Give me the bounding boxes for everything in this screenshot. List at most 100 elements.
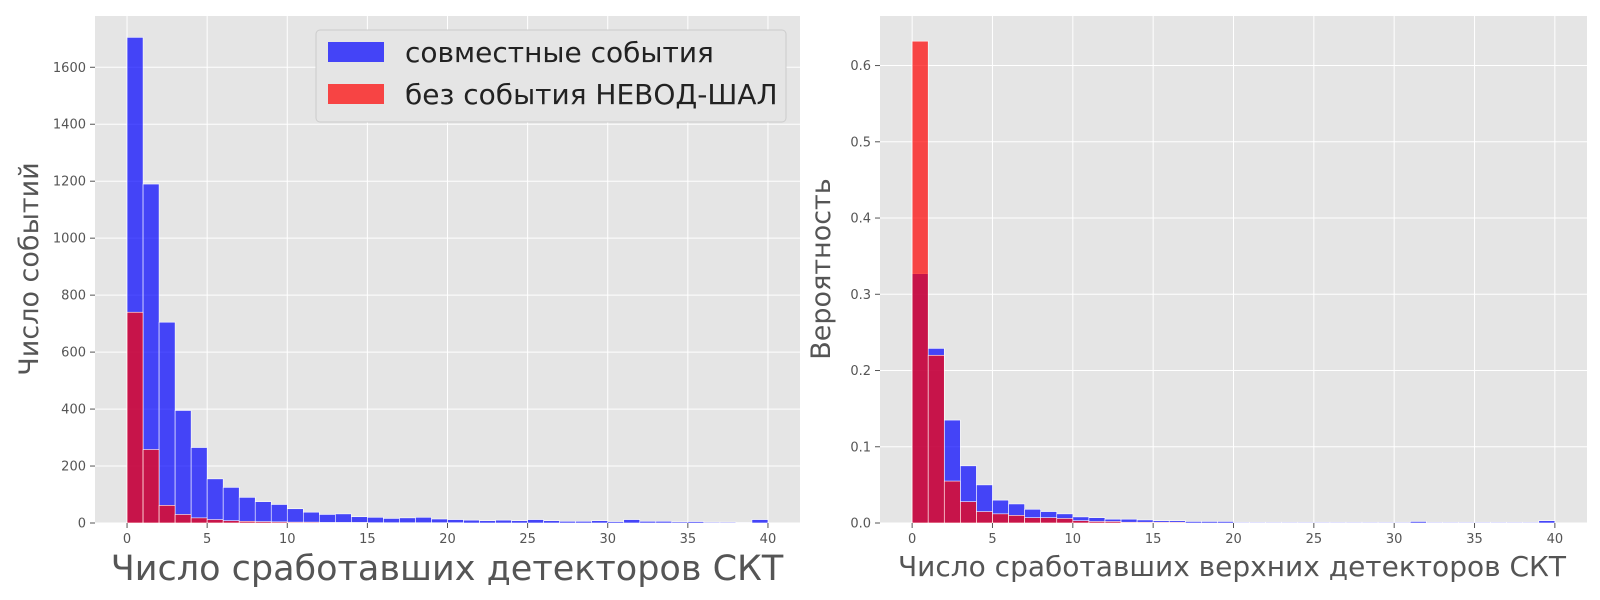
left-bar-joint-events bbox=[495, 519, 512, 524]
right-bar-without-neovd-event bbox=[1152, 521, 1170, 524]
right-y-tick-label: 0.4 bbox=[850, 212, 871, 227]
left-y-tick-label: 1400 bbox=[53, 118, 86, 133]
left-y-tick-label: 800 bbox=[61, 289, 86, 304]
right-y-tick-label: 0.3 bbox=[850, 288, 871, 303]
left-bar-joint-events bbox=[399, 517, 416, 524]
left-x-tick-label: 10 bbox=[279, 532, 296, 547]
right-x-tick-label: 40 bbox=[1547, 532, 1564, 547]
right-y-tick-label: 0.1 bbox=[850, 440, 871, 455]
right-bar-joint-events bbox=[1458, 521, 1475, 524]
left-bar-joint-events bbox=[367, 517, 384, 524]
right-y-tick-label: 0.6 bbox=[850, 59, 871, 74]
left-bar-without-neovd-event bbox=[190, 517, 208, 524]
right-bar-without-neovd-event bbox=[1056, 518, 1074, 524]
left-y-tick-label: 0 bbox=[78, 517, 86, 532]
left-bar-without-neovd-event bbox=[254, 521, 272, 524]
left-bar-joint-events bbox=[254, 501, 272, 524]
right-bar-joint-events bbox=[1281, 521, 1299, 524]
left-bar-joint-events bbox=[174, 410, 192, 524]
right-bar-joint-events bbox=[1538, 520, 1556, 524]
right-bar-joint-events bbox=[1329, 521, 1347, 524]
right-bar-joint-events bbox=[1506, 521, 1524, 524]
left-y-tick-label: 200 bbox=[61, 460, 86, 475]
left-bar-joint-events bbox=[431, 518, 448, 524]
left-bar-joint-events bbox=[238, 497, 256, 524]
left-bar-joint-events bbox=[687, 521, 705, 524]
right-bar-without-neovd-event bbox=[911, 40, 929, 524]
left-bar-joint-events bbox=[543, 520, 560, 524]
left-bar-joint-events bbox=[479, 520, 496, 524]
right-x-tick-label: 5 bbox=[988, 532, 996, 547]
left-bar-without-neovd-event bbox=[174, 514, 192, 524]
right-x-tick-label: 20 bbox=[1225, 532, 1242, 547]
left-bar-joint-events bbox=[351, 516, 368, 524]
right-bar-without-neovd-event bbox=[976, 511, 993, 524]
left-bar-without-neovd-event bbox=[286, 521, 304, 524]
legend-label-joint-events: совместные события bbox=[405, 36, 714, 69]
right-bar-without-neovd-event bbox=[1024, 517, 1041, 524]
left-bar-without-neovd-event bbox=[206, 519, 224, 524]
right-bar-joint-events bbox=[1313, 521, 1331, 524]
right-bar-joint-events bbox=[1201, 521, 1218, 524]
left-bar-joint-events bbox=[655, 520, 673, 524]
right-bar-joint-events bbox=[1297, 521, 1315, 524]
right-bar-without-neovd-event bbox=[992, 513, 1009, 524]
left-bar-joint-events bbox=[270, 504, 288, 524]
left-ticks: 0 5 10 15 20 25 30 35 40020040060080010001200140… bbox=[53, 61, 776, 547]
left-bar-joint-events bbox=[703, 521, 721, 524]
right-bar-joint-events bbox=[1474, 521, 1491, 524]
left-bar-without-neovd-event bbox=[142, 449, 160, 524]
legend-swatch-without-neovd-event bbox=[328, 84, 384, 104]
left-bar-joint-events bbox=[222, 487, 240, 524]
left-bar-joint-events bbox=[302, 511, 320, 524]
right-bar-joint-events bbox=[1490, 521, 1507, 524]
right-bar-without-neovd-event bbox=[1136, 521, 1154, 524]
right-x-tick-label: 0 bbox=[908, 532, 916, 547]
right-bar-without-neovd-event bbox=[1040, 517, 1058, 524]
left-bar-joint-events bbox=[463, 519, 480, 524]
right-bar-without-neovd-event bbox=[1120, 521, 1138, 524]
left-bar-joint-events bbox=[335, 513, 352, 524]
right-bar-joint-events bbox=[1249, 521, 1266, 524]
left-bar-without-neovd-event bbox=[238, 520, 256, 524]
right-bar-joint-events bbox=[1217, 521, 1234, 524]
left-bar-joint-events bbox=[158, 321, 176, 524]
left-bar-joint-events bbox=[623, 519, 641, 524]
right-bar-joint-events bbox=[1345, 521, 1363, 524]
left-bar-joint-events bbox=[319, 514, 336, 524]
left-y-tick-label: 600 bbox=[61, 346, 86, 361]
left-bar-joint-events bbox=[383, 518, 400, 524]
left-bars-joint-events bbox=[126, 37, 769, 524]
left-bar-joint-events bbox=[559, 520, 576, 524]
right-x-tick-label: 25 bbox=[1306, 532, 1323, 547]
right-bar-without-neovd-event bbox=[943, 480, 961, 524]
left-bar-without-neovd-event bbox=[126, 311, 144, 524]
right-y-axis-label: Вероятность bbox=[806, 178, 837, 359]
left-bar-joint-events bbox=[206, 478, 224, 524]
right-bar-without-neovd-event bbox=[1088, 521, 1106, 524]
left-x-tick-label: 5 bbox=[203, 532, 211, 547]
right-bar-joint-events bbox=[1361, 521, 1379, 524]
left-x-tick-label: 30 bbox=[599, 532, 616, 547]
left-x-tick-label: 20 bbox=[439, 532, 456, 547]
legend-label-without-neovd-event: без события НЕВОД-ШАЛ bbox=[405, 78, 778, 111]
left-bar-joint-events bbox=[591, 520, 609, 524]
right-bar-joint-events bbox=[1265, 521, 1283, 524]
right-bar-joint-events bbox=[1522, 521, 1540, 524]
left-bar-joint-events bbox=[190, 447, 208, 524]
left-bar-joint-events bbox=[735, 522, 753, 524]
left-y-tick-label: 1200 bbox=[53, 175, 86, 190]
right-x-tick-label: 35 bbox=[1466, 532, 1483, 547]
left-bar-joint-events bbox=[719, 521, 737, 524]
left-x-tick-label: 40 bbox=[760, 532, 777, 547]
left-bar-joint-events bbox=[527, 519, 544, 524]
left-y-tick-label: 400 bbox=[61, 403, 86, 418]
right-bars-without-neovd-event bbox=[911, 40, 1186, 524]
left-x-tick-label: 0 bbox=[123, 532, 131, 547]
right-bar-without-neovd-event bbox=[1104, 521, 1122, 524]
right-bar-joint-events bbox=[1442, 521, 1459, 524]
left-bar-joint-events bbox=[575, 520, 593, 524]
right-bar-without-neovd-event bbox=[1168, 521, 1186, 524]
right-x-tick-label: 15 bbox=[1145, 532, 1162, 547]
